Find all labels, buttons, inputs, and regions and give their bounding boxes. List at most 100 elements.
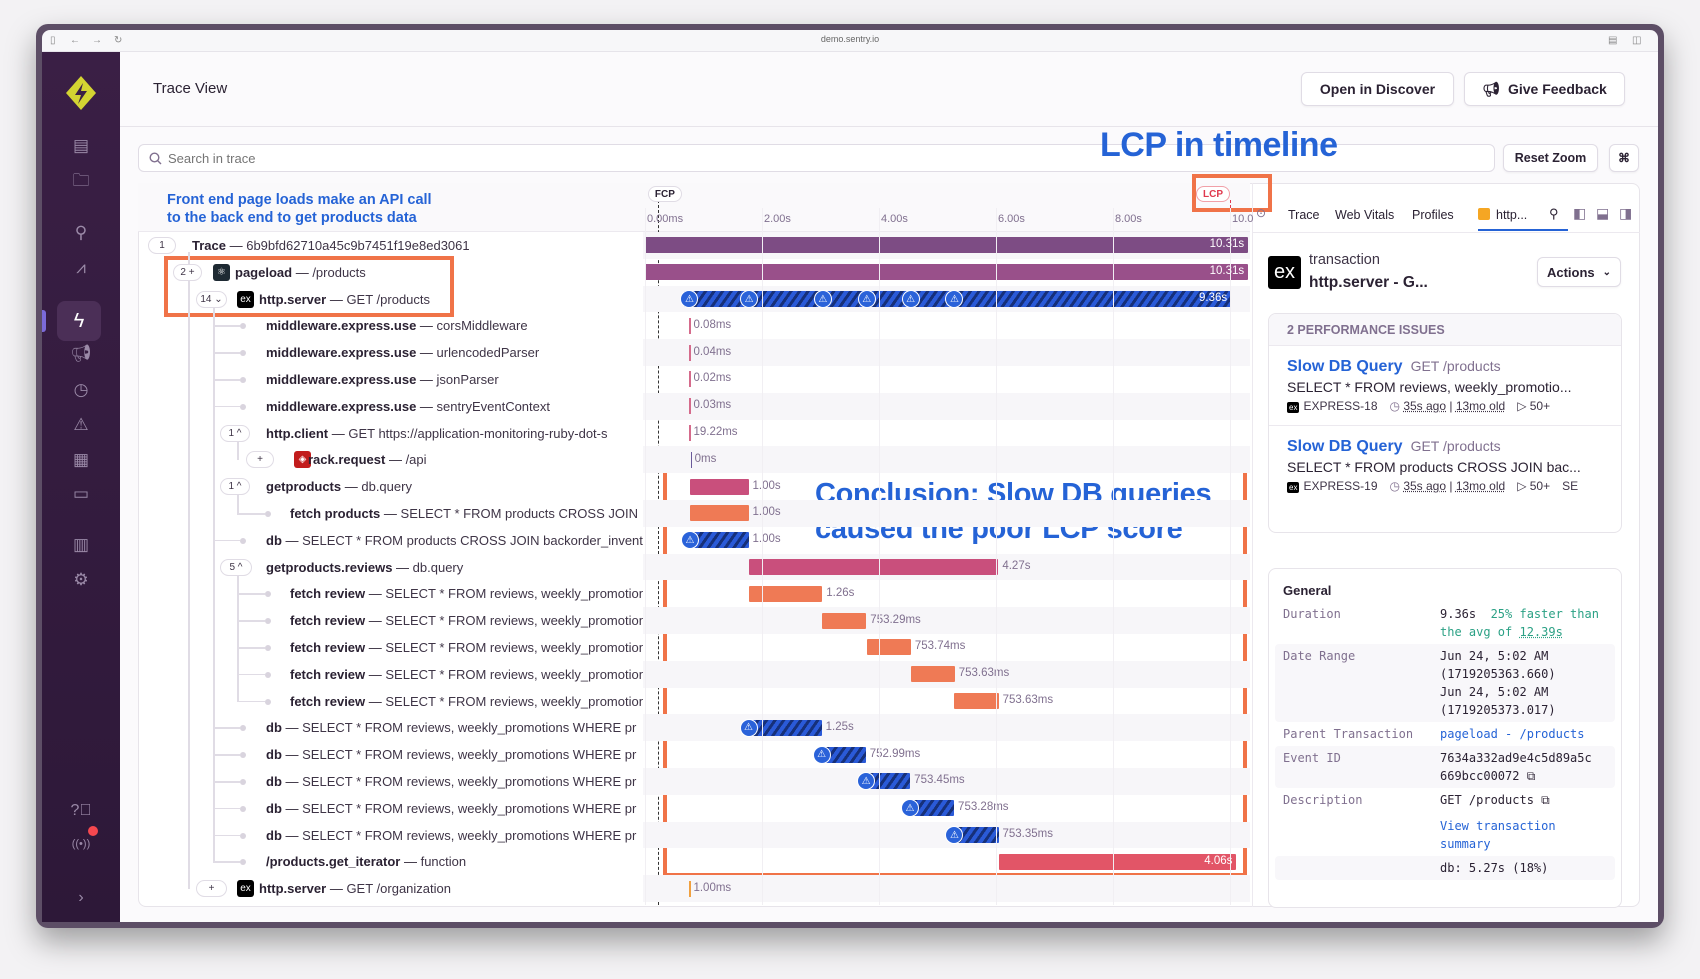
- url-bar[interactable]: demo.sentry.io: [820, 34, 880, 44]
- tab-active-transaction[interactable]: http...: [1496, 208, 1528, 222]
- crons-icon[interactable]: ▭: [72, 484, 90, 503]
- child-count-toggle[interactable]: 2 +: [173, 263, 202, 281]
- span-bar[interactable]: [910, 666, 955, 683]
- warning-icon[interactable]: ⚠: [857, 772, 876, 791]
- reset-zoom-button[interactable]: Reset Zoom: [1503, 144, 1598, 172]
- warning-icon[interactable]: ⚠: [813, 290, 832, 308]
- warning-icon[interactable]: ⚠: [901, 290, 920, 308]
- span-bar[interactable]: [645, 264, 1249, 281]
- warning-icon[interactable]: ⚠: [945, 826, 964, 844]
- layout-left-icon[interactable]: ◧: [1573, 205, 1587, 221]
- layout-bottom-icon[interactable]: ⬓: [1596, 205, 1610, 221]
- child-count-toggle[interactable]: +: [196, 880, 227, 898]
- child-count-toggle[interactable]: +: [246, 451, 274, 469]
- reload-icon[interactable]: ↻: [114, 35, 123, 46]
- trace-tree-row[interactable]: fetch review — SELECT * FROM reviews, we…: [138, 634, 643, 661]
- broadcast-icon[interactable]: ((•)): [71, 838, 91, 850]
- span-bar[interactable]: [821, 746, 866, 763]
- copy-icon[interactable]: ⧉: [1526, 769, 1536, 783]
- collapse-panel-icon[interactable]: ⊙: [1256, 206, 1267, 220]
- span-bar[interactable]: [910, 800, 955, 817]
- span-bar[interactable]: [690, 505, 749, 522]
- span-bar[interactable]: [822, 612, 867, 629]
- trace-tree-row[interactable]: 1 Trace — 6b9bfd62710a45c9b7451f19e8ed306…: [138, 232, 643, 259]
- issue-title-link[interactable]: Slow DB Query: [1287, 438, 1403, 455]
- search-bar[interactable]: [138, 144, 1495, 172]
- settings-icon[interactable]: ⚙: [73, 570, 89, 589]
- layout-right-icon[interactable]: ◨: [1619, 205, 1633, 221]
- projects-icon[interactable]: 🗀︎: [72, 170, 90, 190]
- trace-tree-row[interactable]: fetch review — SELECT * FROM reviews, we…: [138, 607, 643, 634]
- span-bar[interactable]: [689, 344, 691, 361]
- child-count-toggle[interactable]: 1 ^: [220, 478, 250, 496]
- span-bar[interactable]: [866, 639, 911, 656]
- child-count-toggle[interactable]: 5 ^: [220, 558, 252, 576]
- forward-icon[interactable]: →: [92, 35, 102, 46]
- trace-tree-row[interactable]: /products.get_iterator — function: [138, 848, 643, 875]
- span-bar[interactable]: [690, 478, 749, 495]
- alerts-icon[interactable]: ⚠︎: [73, 415, 89, 434]
- copy-icon[interactable]: ⧉: [1541, 793, 1550, 807]
- duration-average[interactable]: 12.39s: [1519, 625, 1563, 639]
- warning-icon[interactable]: ⚠: [812, 745, 831, 764]
- sidebar-toggle-icon[interactable]: ▯: [50, 35, 56, 46]
- trace-tree-row[interactable]: 2 + ⚛ pageload — /products: [138, 259, 643, 286]
- tab-web-vitals[interactable]: Web Vitals: [1335, 208, 1395, 222]
- trace-tree-row[interactable]: fetch review — SELECT * FROM reviews, we…: [138, 661, 643, 688]
- collapse-icon[interactable]: ›: [78, 889, 84, 906]
- trace-tree-row[interactable]: 1 ^ getproducts — db.query: [138, 473, 643, 500]
- view-transaction-summary-link[interactable]: View transaction summary: [1440, 819, 1556, 851]
- shortcuts-button[interactable]: ⌘: [1609, 144, 1639, 172]
- trace-tree-row[interactable]: fetch review — SELECT * FROM reviews, we…: [138, 580, 643, 607]
- span-bar[interactable]: [748, 559, 999, 575]
- trace-tree-row[interactable]: fetch review — SELECT * FROM reviews, we…: [138, 688, 643, 715]
- warning-icon[interactable]: ⚠: [901, 799, 919, 818]
- lcp-marker[interactable]: LCP: [1196, 186, 1230, 202]
- actions-dropdown[interactable]: Actions ⌄: [1537, 257, 1621, 287]
- warning-icon[interactable]: ⚠: [739, 718, 758, 737]
- reader-icon[interactable]: ▤: [1608, 35, 1618, 46]
- search-input[interactable]: [168, 150, 768, 166]
- span-bar[interactable]: [689, 317, 691, 334]
- feedback-icon[interactable]: 📢︎: [70, 344, 92, 363]
- span-bar[interactable]: [689, 398, 691, 415]
- trace-tree-row[interactable]: 14 ⌄ ex http.server — GET /products: [138, 286, 643, 313]
- trace-tree-row[interactable]: middleware.express.use — jsonParser: [138, 366, 643, 393]
- warning-icon[interactable]: ⚠: [945, 290, 964, 308]
- performance-issue[interactable]: Slow DB Query GET /products SELECT * FROM …: [1269, 346, 1621, 425]
- fcp-marker[interactable]: FCP: [647, 186, 682, 202]
- tab-trace[interactable]: Trace: [1288, 208, 1320, 222]
- span-bar[interactable]: [954, 693, 999, 709]
- span-bar[interactable]: [645, 237, 1249, 254]
- pin-icon[interactable]: ⚲: [1549, 206, 1559, 221]
- trace-tree-row[interactable]: + ◈ rack.request — /api: [138, 446, 643, 473]
- child-count-toggle[interactable]: 1 ^: [220, 424, 250, 442]
- issue-title-link[interactable]: Slow DB Query: [1287, 358, 1403, 375]
- issues-icon[interactable]: ▤: [72, 136, 90, 155]
- trace-tree-row[interactable]: middleware.express.use — urlencodedParse…: [138, 339, 643, 366]
- child-count-toggle[interactable]: 14 ⌄: [196, 290, 227, 308]
- trace-tree-row[interactable]: db — SELECT * FROM reviews, weekly_promo…: [138, 714, 643, 741]
- performance-issue[interactable]: Slow DB Query GET /products SELECT * FROM …: [1269, 425, 1621, 505]
- explore-icon[interactable]: ⚲: [74, 223, 88, 242]
- trace-tree-row[interactable]: middleware.express.use — sentryEventCont…: [138, 393, 643, 420]
- releases-icon[interactable]: ◷: [73, 380, 89, 399]
- span-bar[interactable]: [689, 425, 691, 441]
- stats-icon[interactable]: ▥: [72, 535, 90, 554]
- trace-tree-row[interactable]: + ex http.server — GET /organization: [138, 875, 643, 902]
- tab-profiles[interactable]: Profiles: [1412, 208, 1454, 222]
- split-view-icon[interactable]: ◫: [1632, 35, 1642, 46]
- trace-tree-row[interactable]: 1 ^ http.client — GET https://application…: [138, 420, 643, 447]
- trace-tree-row[interactable]: db — SELECT * FROM reviews, weekly_promo…: [138, 741, 643, 768]
- trace-tree-row[interactable]: db — SELECT * FROM reviews, weekly_promo…: [138, 822, 643, 849]
- trace-tree-row[interactable]: fetch products — SELECT * FROM products …: [138, 500, 643, 527]
- span-bar[interactable]: [689, 880, 691, 897]
- warning-icon[interactable]: ⚠: [740, 290, 759, 308]
- trace-tree-row[interactable]: db — SELECT * FROM products CROSS JOIN b…: [138, 527, 643, 554]
- trace-tree-row[interactable]: 5 ^ getproducts.reviews — db.query: [138, 554, 643, 581]
- span-bar[interactable]: [690, 532, 749, 549]
- warning-icon[interactable]: ⚠: [857, 290, 876, 308]
- warning-icon[interactable]: ⚠: [681, 531, 700, 550]
- child-count-toggle[interactable]: 1: [148, 237, 176, 254]
- trace-tree-row[interactable]: db — SELECT * FROM reviews, weekly_promo…: [138, 768, 643, 795]
